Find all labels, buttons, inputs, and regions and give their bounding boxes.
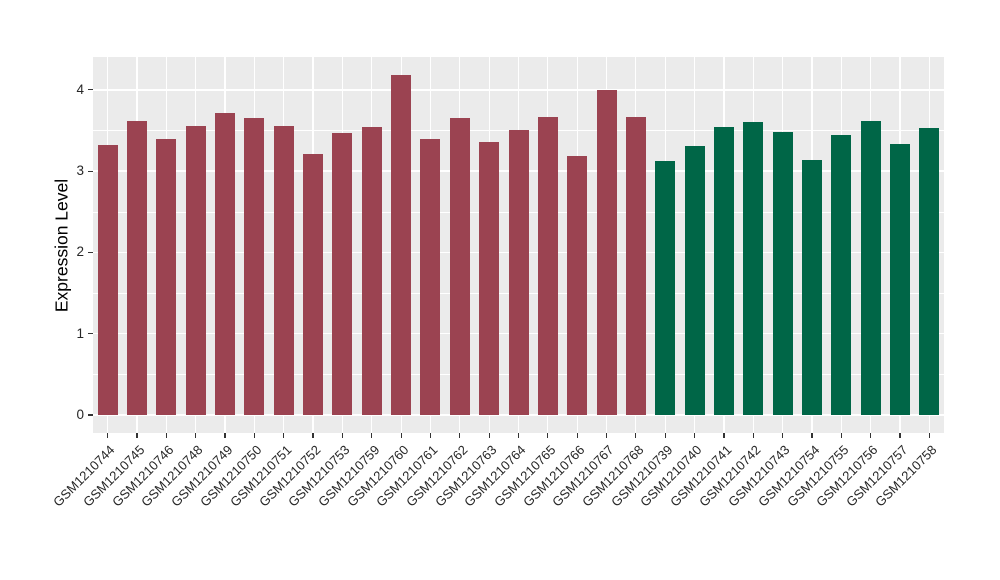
bar-GSM1210749 bbox=[215, 113, 236, 415]
bar-GSM1210741 bbox=[713, 127, 734, 415]
bar-GSM1210740 bbox=[684, 145, 705, 415]
bar-GSM1210758 bbox=[919, 128, 940, 415]
y-axis-tick bbox=[88, 251, 93, 253]
bar-GSM1210767 bbox=[596, 89, 617, 415]
bar-GSM1210742 bbox=[743, 121, 764, 415]
x-axis-tick bbox=[165, 433, 167, 438]
x-axis-tick bbox=[253, 433, 255, 438]
bar-GSM1210764 bbox=[508, 129, 529, 415]
x-axis-tick bbox=[107, 433, 109, 438]
plot-area bbox=[93, 57, 944, 433]
bar-GSM1210762 bbox=[449, 118, 470, 415]
x-axis-tick bbox=[693, 433, 696, 438]
bar-GSM1210766 bbox=[567, 155, 588, 415]
bar-GSM1210759 bbox=[361, 127, 382, 415]
y-axis-tick bbox=[88, 414, 93, 416]
x-axis-tick bbox=[283, 433, 285, 438]
bar-GSM1210757 bbox=[889, 144, 910, 415]
bar-GSM1210754 bbox=[801, 159, 822, 415]
x-axis-tick bbox=[870, 433, 872, 438]
bar-GSM1210752 bbox=[303, 154, 324, 415]
x-axis-tick bbox=[840, 433, 842, 438]
gridline-major bbox=[93, 414, 944, 416]
x-axis-tick bbox=[224, 433, 226, 438]
x-axis-tick bbox=[429, 433, 432, 438]
x-axis-tick bbox=[635, 433, 637, 438]
y-tick-label: 3 bbox=[76, 163, 84, 179]
x-axis-tick bbox=[899, 433, 901, 438]
x-axis-tick bbox=[136, 433, 138, 438]
x-axis-tick bbox=[195, 433, 197, 438]
bar-GSM1210768 bbox=[625, 117, 646, 415]
y-axis-tick bbox=[88, 89, 93, 91]
x-axis-tick bbox=[928, 433, 930, 438]
bar-GSM1210753 bbox=[332, 132, 353, 415]
x-axis-tick bbox=[664, 433, 666, 438]
gridline-major bbox=[93, 89, 944, 91]
x-axis-tick bbox=[811, 433, 813, 438]
bar-GSM1210744 bbox=[97, 145, 118, 415]
bar-GSM1210748 bbox=[185, 126, 206, 415]
bar-GSM1210739 bbox=[655, 161, 676, 415]
bar-GSM1210760 bbox=[391, 75, 412, 415]
x-axis-tick bbox=[605, 433, 608, 438]
x-axis-tick bbox=[547, 433, 549, 438]
bar-GSM1210751 bbox=[273, 126, 294, 415]
bar-GSM1210743 bbox=[772, 132, 793, 415]
x-axis-tick bbox=[341, 433, 344, 438]
y-axis-tick bbox=[88, 333, 93, 335]
y-tick-label: 4 bbox=[76, 81, 84, 97]
x-axis-tick bbox=[400, 433, 402, 438]
y-axis-tick bbox=[88, 170, 93, 172]
bar-GSM1210761 bbox=[420, 139, 441, 415]
x-axis-tick bbox=[576, 433, 578, 438]
x-axis-tick bbox=[723, 433, 725, 438]
bar-GSM1210746 bbox=[156, 139, 177, 415]
bar-GSM1210756 bbox=[860, 120, 881, 415]
bar-GSM1210745 bbox=[127, 120, 148, 415]
bar-GSM1210763 bbox=[479, 141, 500, 415]
x-axis-tick bbox=[517, 433, 520, 438]
x-axis-tick bbox=[752, 433, 754, 438]
bar-GSM1210750 bbox=[244, 118, 265, 415]
x-axis-tick bbox=[488, 433, 490, 438]
x-axis-tick bbox=[312, 433, 314, 438]
bar-GSM1210765 bbox=[537, 116, 558, 415]
x-axis-tick bbox=[459, 433, 461, 438]
bar-GSM1210755 bbox=[831, 135, 852, 415]
x-axis-tick bbox=[371, 433, 373, 438]
y-tick-label: 0 bbox=[76, 407, 84, 422]
x-axis-tick bbox=[782, 433, 784, 438]
y-tick-label: 1 bbox=[76, 325, 84, 341]
y-tick-label: 2 bbox=[76, 244, 84, 260]
